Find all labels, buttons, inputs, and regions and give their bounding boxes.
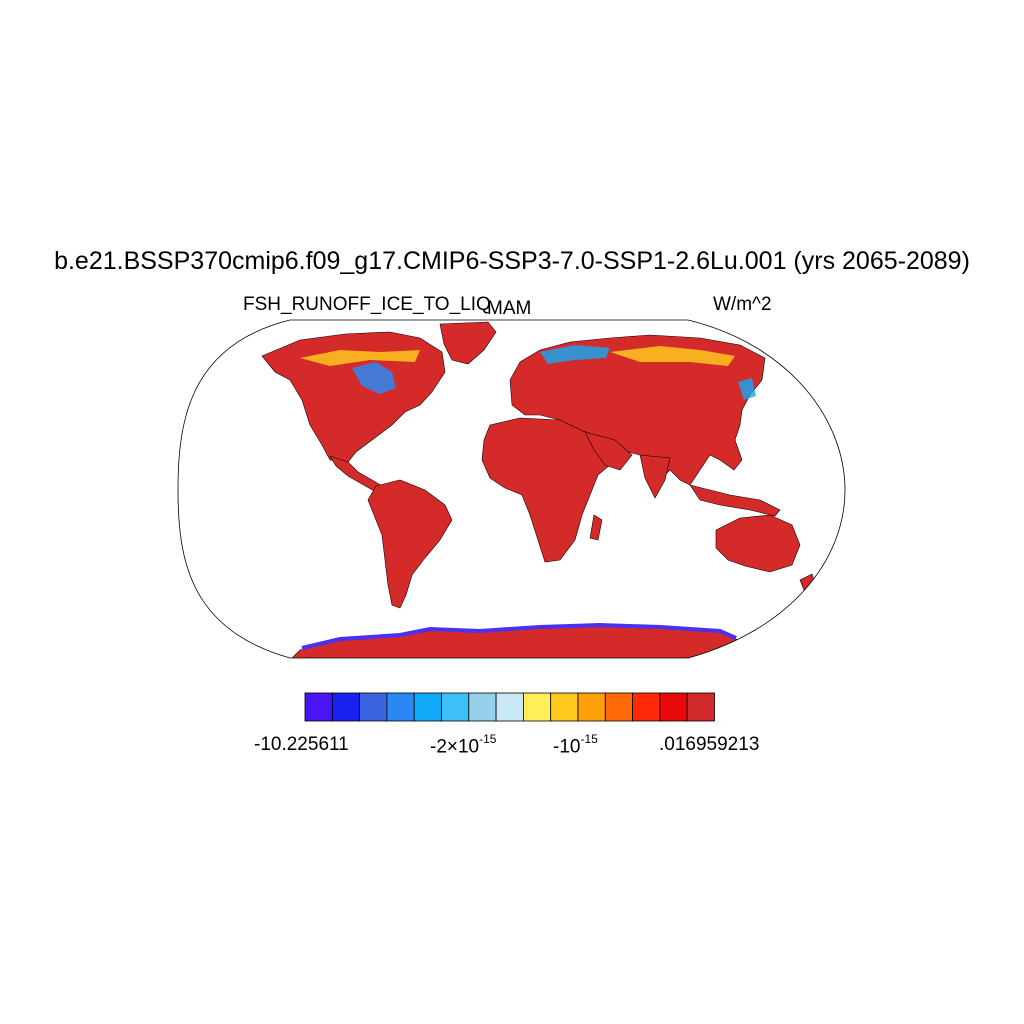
yellow-band-eu: [610, 346, 735, 366]
east-asia-anomaly: [738, 378, 756, 400]
india: [639, 454, 671, 499]
colorbar-box-5: [441, 692, 470, 722]
arabia: [584, 431, 633, 471]
antarctica-ice-edge: [301, 622, 737, 650]
colorbar-box-4: [413, 692, 442, 722]
colorbar-box-9: [550, 692, 579, 722]
colorbar-box-6: [468, 692, 497, 722]
colorbar-label-mid1: -2×10-15: [430, 732, 497, 758]
colorbar-box-10: [577, 692, 606, 722]
north-america: [261, 331, 446, 463]
colorbar-box-8: [523, 692, 552, 722]
australia: [715, 514, 801, 573]
yellow-band-na: [300, 350, 420, 366]
colorbar-box-0: [304, 692, 333, 722]
colorbar-label-mid2: -10-15: [553, 732, 598, 758]
south-america: [367, 479, 453, 609]
figure-title: b.e21.BSSP370cmip6.f09_g17.CMIP6-SSP3-7.…: [54, 247, 970, 275]
map-boundary: [177, 319, 846, 659]
colorbar-box-7: [495, 692, 524, 722]
variable-label: FSH_RUNOFF_ICE_TO_LIQ: [243, 294, 491, 315]
colorbar-box-2: [359, 692, 388, 722]
units-label: W/m^2: [713, 294, 772, 315]
colorbar-box-12: [632, 692, 661, 722]
madagascar: [589, 514, 603, 541]
colorbar-label-min: -10.225611: [254, 734, 349, 755]
colorbar-box-1: [331, 692, 360, 722]
colorbar-box-11: [604, 692, 633, 722]
southeast-asia-islands: [689, 484, 781, 517]
colorbar-label-max: .016959213: [659, 734, 760, 755]
colorbar-box-14: [686, 692, 715, 722]
season-label: MAM: [487, 298, 532, 319]
greenland: [439, 321, 497, 365]
siberia-anomaly: [540, 345, 610, 364]
colorbar-box-3: [386, 692, 415, 722]
hudson-bay-anomaly: [352, 362, 396, 394]
colorbar-box-13: [659, 692, 688, 722]
map-content: [178, 320, 845, 658]
colorbar: [304, 692, 715, 722]
